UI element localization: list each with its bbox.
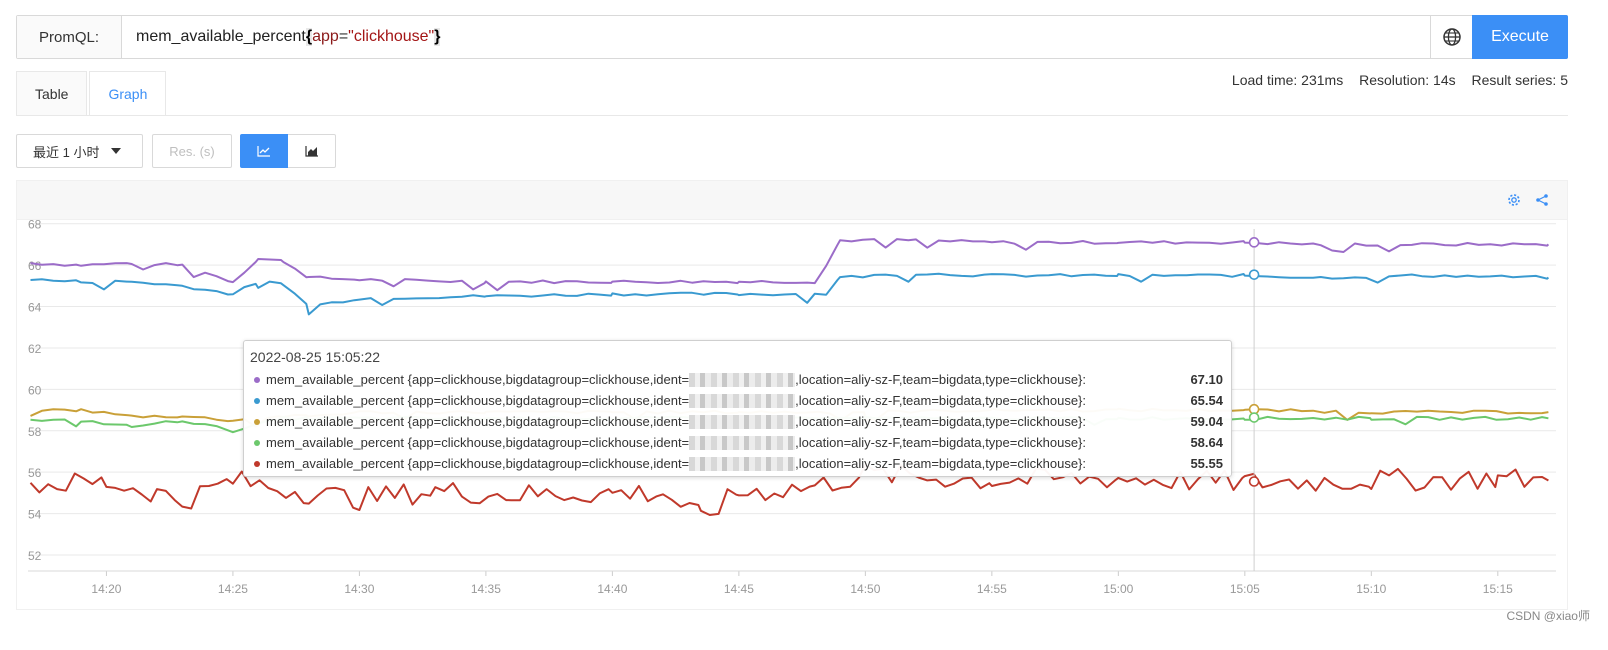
y-tick-label: 56 <box>28 466 42 480</box>
series-line <box>30 272 1550 316</box>
resolution-input[interactable]: Res. (s) <box>152 134 232 168</box>
promql-label: PromQL: <box>17 16 122 58</box>
settings-icon[interactable] <box>1507 193 1521 207</box>
load-time: Load time: 231ms <box>1231 72 1344 88</box>
tooltip-value: 59.04 <box>1190 414 1223 429</box>
x-tick-label: 15:10 <box>1356 582 1386 596</box>
y-tick-label: 66 <box>28 259 42 273</box>
series-dot-icon <box>254 418 260 425</box>
x-tick-label: 14:25 <box>218 582 248 596</box>
tooltip-series-suffix: ,location=aliy-sz-F,team=bigdata,type=cl… <box>795 414 1087 429</box>
query-equals: = <box>338 28 349 45</box>
y-tick-label: 68 <box>28 219 42 232</box>
share-icon[interactable] <box>1535 193 1549 207</box>
tooltip-row: mem_available_percent {app=clickhouse,bi… <box>250 432 1225 453</box>
tooltip-series-label: mem_available_percent {app=clickhouse,bi… <box>266 372 690 387</box>
area-chart-button[interactable] <box>288 134 336 168</box>
x-tick-label: 14:45 <box>724 582 754 596</box>
redacted-ident <box>689 435 796 450</box>
tooltip-value: 67.10 <box>1190 372 1223 387</box>
area-chart-icon <box>304 146 318 157</box>
execute-button[interactable]: Execute <box>1472 15 1568 59</box>
globe-icon <box>1442 28 1461 46</box>
query-bar: PromQL: mem_available_percent{app = "click… <box>16 15 1568 59</box>
promql-input[interactable]: mem_available_percent{app = "clickhouse"} <box>122 16 1430 58</box>
query-stats: Load time: 231ms Resolution: 14s Result … <box>1232 72 1568 88</box>
tooltip-series-label: mem_available_percent {app=clickhouse,bi… <box>266 456 690 471</box>
tooltip-series-suffix: ,location=aliy-sz-F,team=bigdata,type=cl… <box>795 435 1087 450</box>
y-tick-label: 62 <box>28 342 42 356</box>
series-dot-icon <box>254 397 260 404</box>
series-line <box>29 464 1549 516</box>
tooltip-series-suffix: ,location=aliy-sz-F,team=bigdata,type=cl… <box>795 393 1087 408</box>
redacted-ident <box>689 414 796 429</box>
query-label-value: "clickhouse" <box>348 28 435 45</box>
result-series: Result series: 5 <box>1471 72 1568 88</box>
y-tick-label: 52 <box>28 549 42 563</box>
query-brace-close: } <box>434 28 441 46</box>
hover-point <box>1248 237 1260 248</box>
panel-actions <box>1507 193 1549 207</box>
x-tick-label: 14:50 <box>850 582 880 596</box>
x-tick-label: 15:15 <box>1483 582 1513 596</box>
x-tick-label: 14:55 <box>977 582 1007 596</box>
redacted-ident <box>689 372 796 387</box>
chart-panel-header <box>17 181 1567 220</box>
time-range-dropdown[interactable]: 最近 1 小时 <box>16 134 143 168</box>
watermark: CSDN @xiao师 <box>1506 609 1590 623</box>
x-tick-label: 14:30 <box>344 582 374 596</box>
tooltip-series-suffix: ,location=aliy-sz-F,team=bigdata,type=cl… <box>795 372 1087 387</box>
hover-point <box>1248 412 1260 423</box>
tooltip-value: 55.55 <box>1190 456 1223 471</box>
series-dot-icon <box>254 439 260 446</box>
tab-graph[interactable]: Graph <box>89 71 167 116</box>
redacted-ident <box>689 393 796 408</box>
line-chart-icon <box>257 146 270 157</box>
metrics-explorer-button[interactable] <box>1430 16 1472 58</box>
tooltip-time: 2022-08-25 15:05:22 <box>250 349 380 365</box>
tooltip-value: 65.54 <box>1190 393 1223 408</box>
chart-panel <box>16 180 1568 610</box>
caret-down-icon <box>111 148 122 154</box>
query-metric: mem_available_percent <box>136 28 306 45</box>
y-tick-label: 60 <box>28 383 42 397</box>
tooltip-series-suffix: ,location=aliy-sz-F,team=bigdata,type=cl… <box>795 456 1087 471</box>
tooltip-series-label: mem_available_percent {app=clickhouse,bi… <box>266 435 690 450</box>
y-tick-label: 58 <box>28 425 42 439</box>
x-tick-label: 14:40 <box>597 582 627 596</box>
y-tick-label: 54 <box>28 508 42 522</box>
resolution: Resolution: 14s <box>1359 72 1456 88</box>
tab-table[interactable]: Table <box>16 71 88 116</box>
x-tick-label: 14:35 <box>471 582 501 596</box>
tooltip-series-label: mem_available_percent {app=clickhouse,bi… <box>266 393 690 408</box>
query-brace-open: { <box>305 28 313 46</box>
redacted-ident <box>689 456 796 471</box>
tooltip-value: 58.64 <box>1190 435 1223 450</box>
tooltip-row: mem_available_percent {app=clickhouse,bi… <box>250 369 1225 390</box>
series-line <box>30 238 1550 292</box>
x-tick-label: 15:05 <box>1230 582 1260 596</box>
series-dot-icon <box>254 376 260 383</box>
tooltip-row: mem_available_percent {app=clickhouse,bi… <box>250 411 1225 432</box>
view-tabs: Table Graph <box>16 71 167 116</box>
hover-tooltip: 2022-08-25 15:05:22 mem_available_percen… <box>243 340 1232 477</box>
chart-type-toggle <box>240 134 336 168</box>
series-dot-icon <box>254 460 260 467</box>
query-label-key: app <box>312 28 339 45</box>
hover-point <box>1248 269 1260 280</box>
tabs-divider <box>16 115 1568 116</box>
hover-point <box>1248 476 1260 487</box>
x-tick-label: 15:00 <box>1103 582 1133 596</box>
tooltip-series-label: mem_available_percent {app=clickhouse,bi… <box>266 414 690 429</box>
time-range-label: 最近 1 小时 <box>33 144 100 160</box>
tooltip-row: mem_available_percent {app=clickhouse,bi… <box>250 390 1225 411</box>
line-chart-button[interactable] <box>240 134 288 168</box>
y-tick-label: 64 <box>28 301 42 315</box>
tooltip-row: mem_available_percent {app=clickhouse,bi… <box>250 453 1225 474</box>
x-tick-label: 14:20 <box>91 582 121 596</box>
